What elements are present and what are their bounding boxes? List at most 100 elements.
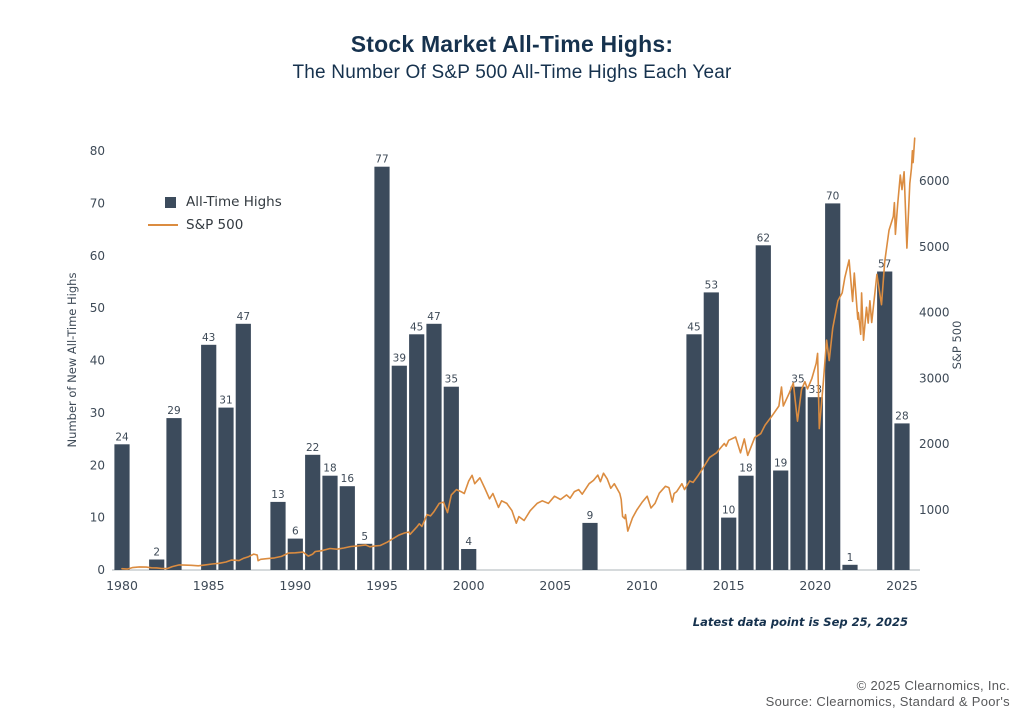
y-left-tick-10: 10 [90,511,105,525]
bar-2013 [686,334,702,570]
bar-1989 [270,501,286,570]
bar-1999 [443,386,459,570]
bar-label-2018: 19 [774,458,787,470]
bar-2014 [703,292,719,570]
bar-label-2025: 28 [895,410,908,422]
bar-label-1996: 39 [393,353,406,365]
bar-label-1986: 31 [219,395,232,407]
bar-2025 [894,423,910,570]
legend: All-Time Highs S&P 500 [148,194,282,233]
attribution: © 2025 Clearnomics, Inc. Source: Clearno… [0,678,1010,710]
bar-1994 [357,543,373,570]
legend-item-sp500: S&P 500 [148,217,282,233]
chart-title: Stock Market All-Time Highs: [350,31,674,57]
bar-1995 [374,166,390,570]
bar-label-2015: 10 [722,505,735,517]
bar-1991 [305,454,321,570]
bar-1982 [149,559,165,570]
bar-1983 [166,418,182,570]
bar-1986 [218,407,234,570]
source-line: Source: Clearnomics, Standard & Poor's [765,694,1010,709]
bar-label-1980: 24 [115,431,129,443]
bar-1990 [287,538,303,570]
bar-label-1992: 18 [323,463,336,475]
x-tick-2025: 2025 [886,578,918,593]
chart-subtitle: The Number Of S&P 500 All-Time Highs Eac… [292,62,732,83]
legend-item-all-time-highs: All-Time Highs [148,194,282,210]
bar-1998 [426,323,442,570]
bar-label-2016: 18 [739,463,752,475]
bar-2020 [807,397,823,570]
bar-label-2022: 1 [847,552,854,564]
bar-2015 [721,517,737,570]
bar-label-1987: 47 [237,311,250,323]
bar-label-1990: 6 [292,526,299,538]
bar-1987 [235,323,251,570]
bar-1985 [201,344,217,570]
bar-label-2007: 9 [587,510,594,522]
bar-1992 [322,475,338,570]
bar-label-2020: 33 [809,384,822,396]
bar-2018 [773,470,789,570]
y-left-tick-0: 0 [97,563,105,577]
footnote: Latest data point is Sep 25, 2025 [692,615,908,629]
bar-label-2017: 62 [757,232,770,244]
sp500-line [121,137,916,570]
y-left-tick-30: 30 [90,406,105,420]
bar-2024 [877,271,893,570]
x-tick-1990: 1990 [279,578,311,593]
y-left-tick-50: 50 [90,301,105,315]
bar-label-2013: 45 [687,321,700,333]
bar-1997 [409,334,425,570]
y-left-tick-80: 80 [90,144,105,158]
bar-swatch-icon [165,196,176,208]
bar-1980 [114,444,130,570]
y-right-tick-2000: 2000 [919,437,950,451]
bar-2017 [755,245,771,571]
y-left-tick-70: 70 [90,196,105,210]
x-tick-2015: 2015 [713,578,745,593]
x-tick-2005: 2005 [539,578,571,593]
bar-label-1989: 13 [271,489,284,501]
bar-label-1993: 16 [341,473,355,485]
y-left-axis-title: Number of New All-Time Highs [65,273,79,448]
y-right-tick-3000: 3000 [919,371,950,385]
bar-2022 [842,564,858,570]
bar-label-1985: 43 [202,332,215,344]
bar-label-1991: 22 [306,442,319,454]
legend-label-bars: All-Time Highs [186,194,282,210]
bar-label-1997: 45 [410,321,423,333]
line-swatch-icon [148,224,178,226]
x-tick-2010: 2010 [626,578,658,593]
bar-label-2019: 35 [791,374,804,386]
bar-label-2014: 53 [705,279,718,291]
bar-label-1982: 2 [153,547,160,559]
y-left-tick-60: 60 [90,249,105,263]
bar-2021 [825,203,841,570]
y-left-tick-40: 40 [90,354,105,368]
bar-2007 [582,522,598,570]
y-right-axis-title: S&P 500 [950,321,964,370]
legend-label-line: S&P 500 [186,217,244,233]
x-tick-1980: 1980 [106,578,138,593]
y-right-tick-4000: 4000 [919,306,950,320]
bar-label-1998: 47 [427,311,440,323]
bar-2019 [790,386,806,570]
bar-2000 [461,549,477,570]
bar-label-1999: 35 [445,374,458,386]
bar-label-1995: 77 [375,154,388,166]
bar-label-2000: 4 [465,536,472,548]
x-tick-1985: 1985 [193,578,225,593]
x-tick-1995: 1995 [366,578,398,593]
bar-1993 [339,486,355,570]
y-left-tick-20: 20 [90,458,105,472]
bar-label-1994: 5 [361,531,368,543]
bar-1996 [391,365,407,570]
y-right-tick-5000: 5000 [919,240,950,254]
x-tick-2000: 2000 [453,578,485,593]
bar-label-1983: 29 [167,405,180,417]
x-tick-2020: 2020 [799,578,831,593]
copyright-line: © 2025 Clearnomics, Inc. [856,678,1010,693]
